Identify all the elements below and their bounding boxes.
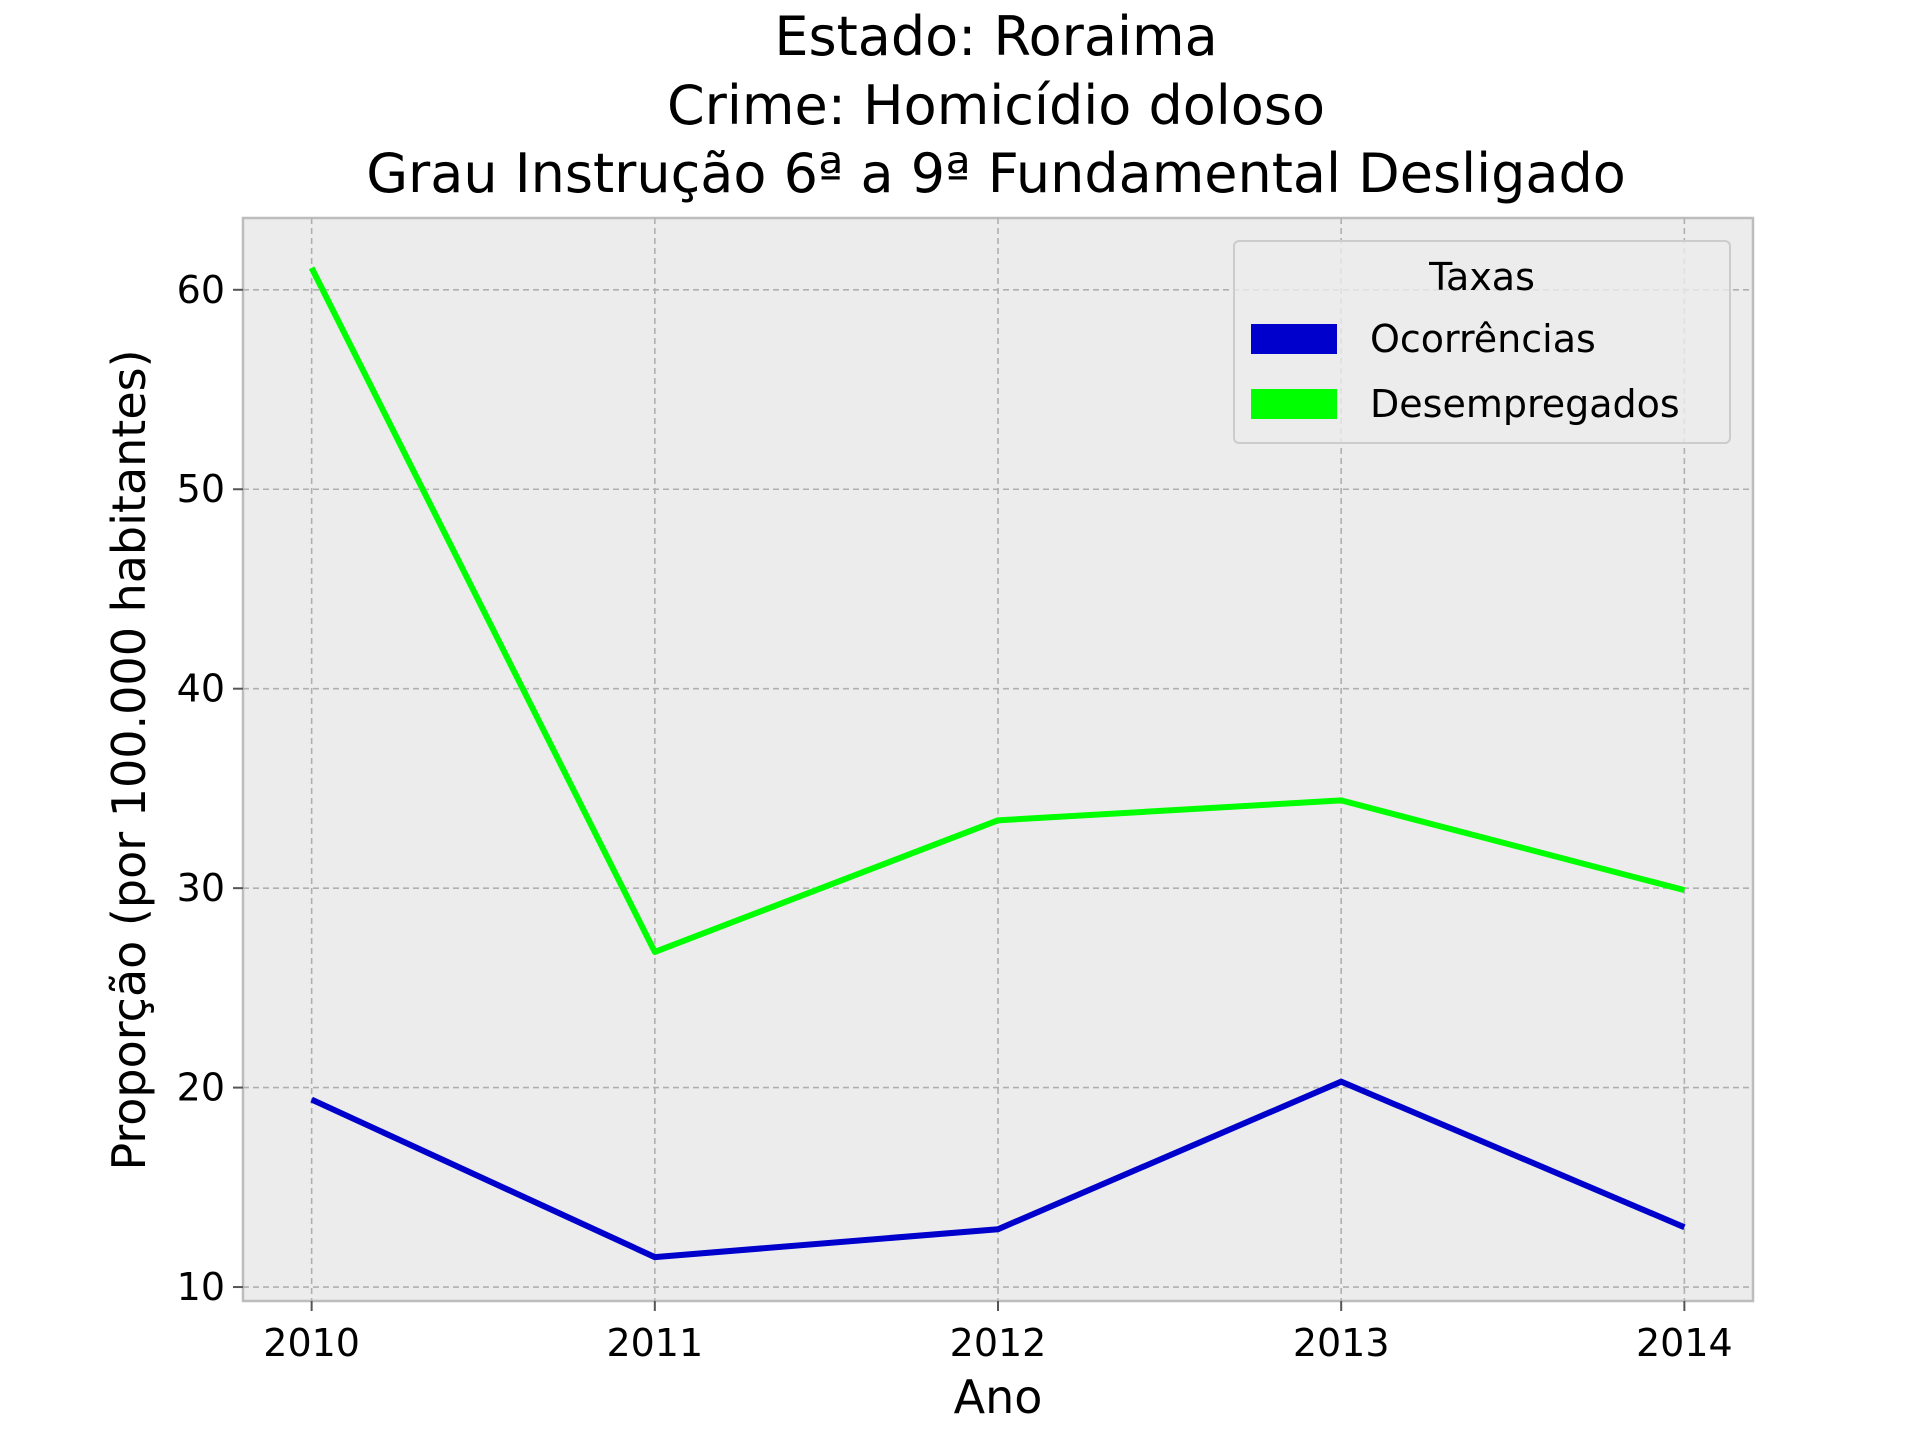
legend: Taxas Ocorrências Desempregados <box>1233 240 1731 444</box>
y-axis-label: Proporção (por 100.000 habitantes) <box>102 349 156 1170</box>
x-tick-label: 2011 <box>606 1321 703 1365</box>
x-tick-label: 2013 <box>1293 1321 1390 1365</box>
series-line-desempregados <box>308 266 1686 955</box>
x-tick-label: 2012 <box>950 1321 1047 1365</box>
title-line-2: Crime: Homicídio doloso <box>667 74 1325 137</box>
chart-title: Estado: Roraima Crime: Homicídio doloso … <box>366 5 1626 205</box>
gridlines <box>243 218 1753 1301</box>
series-lines <box>308 266 1686 1261</box>
legend-label-desempregados: Desempregados <box>1370 382 1680 426</box>
y-tick-label: 10 <box>177 1265 225 1309</box>
legend-swatch-desempregados <box>1251 389 1337 419</box>
legend-box <box>1233 240 1731 444</box>
y-tick-label: 30 <box>177 866 225 910</box>
legend-label-ocorrencias: Ocorrências <box>1370 317 1596 361</box>
y-tick-label: 50 <box>177 467 225 511</box>
legend-title: Taxas <box>1428 255 1535 299</box>
title-line-1: Estado: Roraima <box>774 5 1217 68</box>
x-tick-label: 2014 <box>1636 1321 1733 1365</box>
y-tick-label: 60 <box>177 268 225 312</box>
axis-ticks: 2010 2011 2012 2013 2014 10 20 30 40 50 60 <box>177 268 1733 1365</box>
series-line-ocorrencias <box>310 1078 1686 1261</box>
x-axis-label: Ano <box>954 1370 1043 1424</box>
legend-swatch-ocorrencias <box>1251 324 1337 354</box>
title-line-3: Grau Instrução 6ª a 9ª Fundamental Desli… <box>366 142 1626 205</box>
y-tick-label: 20 <box>177 1066 225 1110</box>
x-tick-label: 2010 <box>263 1321 360 1365</box>
y-tick-label: 40 <box>177 667 225 711</box>
